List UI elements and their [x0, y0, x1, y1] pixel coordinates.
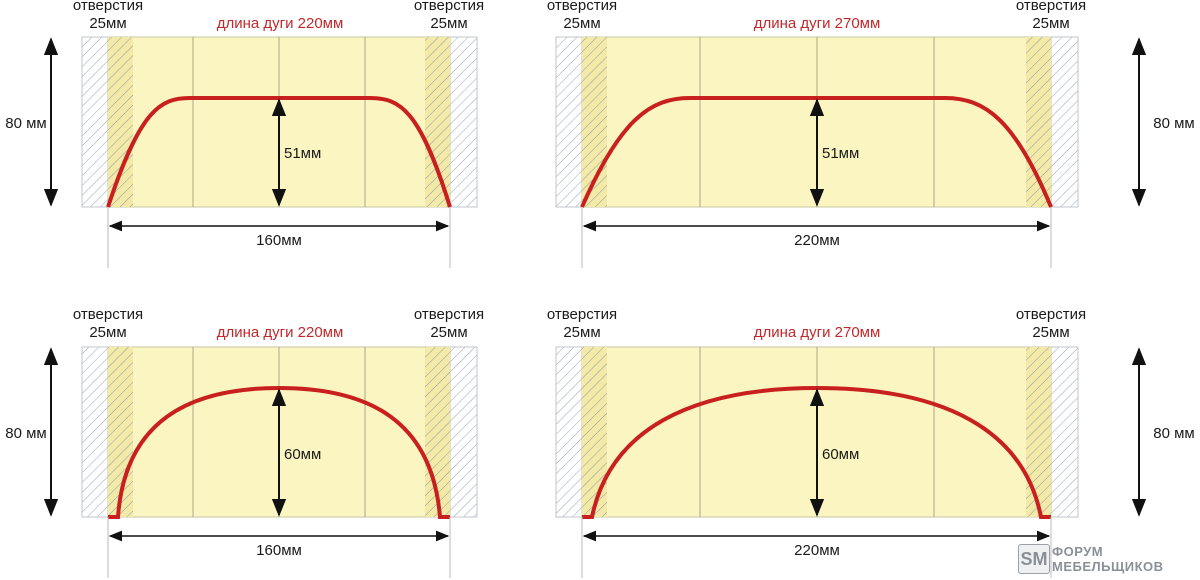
height-label: 80 мм: [5, 425, 46, 442]
rise-label: 51мм: [822, 145, 859, 162]
hole-right-label: отверстия: [414, 306, 484, 323]
hole-right-size: 25мм: [430, 15, 467, 32]
span-label: 160мм: [256, 232, 302, 249]
hole-left-label: отверстия: [73, 306, 143, 323]
hole-zone-right: [1026, 347, 1051, 517]
hole-right-label: отверстия: [1016, 0, 1086, 14]
arc-curve: [582, 385, 1051, 519]
forum-logo: SM ФОРУМ МЕБЕЛЬЩИКОВ: [1018, 542, 1196, 576]
hole-zone-right: [425, 37, 450, 207]
logo-mark: SM: [1018, 544, 1050, 574]
hole-right-label: отверстия: [414, 0, 484, 14]
hole-right-size: 25мм: [1032, 324, 1069, 341]
arc-curve: [580, 96, 1053, 208]
logo-line-2: МЕБЕЛЬЩИКОВ: [1052, 559, 1164, 574]
diagram-4: отверстия 25мм отверстия 25мм длина дуги…: [547, 306, 1195, 578]
hole-right-size: 25мм: [1032, 15, 1069, 32]
diagram-3: отверстия 25мм отверстия 25мм длина дуги…: [5, 306, 484, 578]
hole-right-size: 25мм: [430, 324, 467, 341]
logo-line-1: ФОРУМ: [1052, 544, 1104, 559]
hole-zone-left: [108, 37, 133, 207]
arc-curve: [108, 385, 450, 519]
arc-curve: [106, 96, 452, 208]
diagram-1: отверстия 25мм отверстия 25мм длина дуги…: [5, 0, 484, 268]
hole-left-size: 25мм: [563, 15, 600, 32]
hole-right-label: отверстия: [1016, 306, 1086, 323]
height-label: 80 мм: [1153, 115, 1194, 132]
arc-length-label: длина дуги 270мм: [754, 324, 881, 341]
height-label: 80 мм: [1153, 425, 1194, 442]
hole-left-size: 25мм: [89, 324, 126, 341]
rise-label: 51мм: [284, 145, 321, 162]
hole-left-label: отверстия: [547, 0, 617, 14]
hole-left-label: отверстия: [73, 0, 143, 14]
hole-left-size: 25мм: [89, 15, 126, 32]
rise-label: 60мм: [284, 446, 321, 463]
height-label: 80 мм: [5, 115, 46, 132]
diagram-2: отверстия 25мм отверстия 25мм длина дуги…: [547, 0, 1195, 268]
span-label: 220мм: [794, 232, 840, 249]
hole-left-label: отверстия: [547, 306, 617, 323]
arc-length-label: длина дуги 270мм: [754, 15, 881, 32]
span-label: 220мм: [794, 542, 840, 559]
arc-length-label: длина дуги 220мм: [217, 324, 344, 341]
hole-left-size: 25мм: [563, 324, 600, 341]
span-label: 160мм: [256, 542, 302, 559]
arc-length-label: длина дуги 220мм: [217, 15, 344, 32]
rise-label: 60мм: [822, 446, 859, 463]
hole-zone-left: [582, 347, 607, 517]
